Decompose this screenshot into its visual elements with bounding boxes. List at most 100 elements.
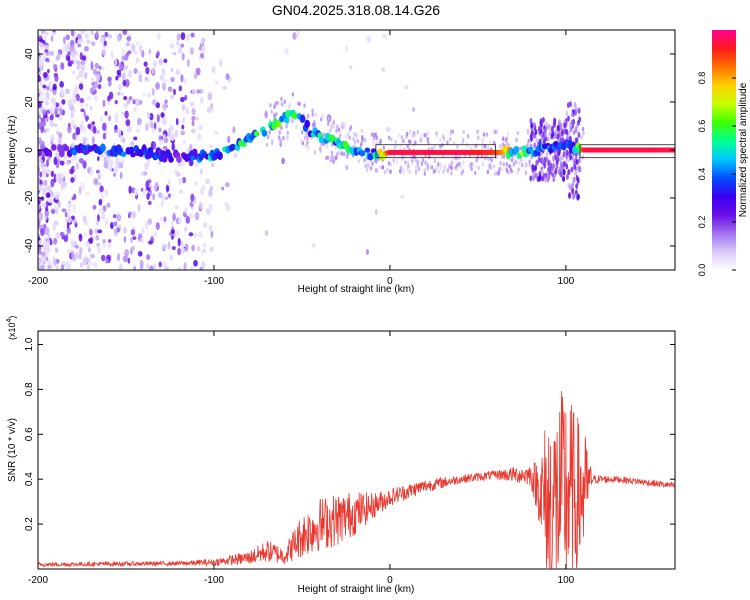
noise-speckle: [98, 65, 102, 70]
noise-speckle: [141, 227, 145, 235]
noise-speckle: [266, 134, 270, 140]
noise-speckle: [81, 126, 86, 133]
noise-speckle: [127, 72, 132, 78]
noise-speckle: [372, 138, 376, 147]
noise-speckle: [81, 136, 85, 143]
noise-speckle: [572, 130, 576, 135]
noise-speckle: [161, 193, 166, 202]
noise-speckle: [286, 135, 289, 140]
noise-speckle: [486, 169, 490, 175]
noise-speckle: [225, 203, 231, 212]
noise-speckle: [114, 99, 118, 105]
noise-speckle: [140, 237, 144, 244]
noise-speckle: [176, 33, 181, 41]
noise-speckle: [481, 138, 484, 143]
noise-speckle: [136, 117, 142, 126]
noise-speckle: [50, 208, 56, 214]
noise-speckle: [171, 246, 176, 250]
noise-speckle: [133, 136, 138, 141]
noise-speckle: [210, 107, 214, 113]
noise-speckle: [307, 145, 310, 151]
burst-speckle: [566, 102, 570, 109]
noise-speckle: [405, 134, 408, 139]
noise-speckle: [78, 157, 84, 164]
noise-speckle: [50, 170, 55, 177]
noise-speckle: [151, 127, 156, 134]
y-tick-label: 1.0: [24, 337, 35, 351]
noise-speckle: [446, 140, 449, 145]
noise-speckle: [162, 102, 168, 111]
burst-speckle: [571, 187, 575, 194]
noise-speckle: [160, 112, 165, 118]
noise-speckle: [493, 171, 496, 177]
noise-speckle: [127, 50, 132, 55]
x-tick-label: -100: [204, 276, 224, 287]
noise-speckle: [183, 77, 188, 85]
noise-speckle: [45, 173, 49, 178]
noise-speckle: [195, 116, 199, 121]
noise-speckle: [107, 242, 112, 249]
noise-speckle: [184, 207, 188, 215]
noise-speckle: [169, 43, 175, 49]
noise-speckle: [97, 229, 103, 234]
noise-speckle: [109, 158, 114, 167]
x-tick-label: 100: [558, 276, 575, 287]
noise-speckle: [116, 227, 120, 233]
noise-speckle: [158, 127, 162, 133]
noise-speckle: [211, 162, 215, 168]
noise-speckle: [200, 261, 206, 270]
noise-speckle: [89, 87, 95, 94]
noise-speckle: [442, 134, 445, 139]
noise-speckle: [178, 85, 183, 92]
noise-speckle: [373, 132, 376, 138]
noise-speckle: [205, 207, 211, 216]
noise-speckle: [40, 196, 45, 201]
burst-speckle: [567, 115, 570, 122]
noise-speckle: [81, 30, 87, 35]
noise-speckle: [81, 119, 84, 126]
noise-speckle: [67, 216, 72, 224]
noise-speckle: [161, 74, 165, 80]
noise-speckle: [122, 255, 128, 263]
noise-speckle: [156, 114, 160, 123]
noise-speckle: [181, 124, 185, 130]
noise-speckle: [40, 227, 45, 237]
noise-speckle: [186, 33, 190, 42]
noise-speckle: [124, 79, 130, 88]
noise-speckle: [413, 154, 416, 159]
noise-speckle: [61, 234, 65, 240]
noise-speckle: [89, 237, 94, 244]
noise-speckle: [390, 137, 393, 142]
noise-speckle: [327, 121, 330, 127]
noise-speckle: [54, 247, 59, 254]
noise-speckle: [142, 187, 147, 196]
noise-speckle: [207, 92, 213, 101]
noise-speckle: [264, 110, 268, 119]
noise-speckle: [163, 58, 168, 64]
noise-speckle: [164, 99, 168, 105]
noise-speckle: [82, 64, 86, 72]
noise-speckle: [97, 214, 100, 222]
noise-speckle: [180, 74, 184, 83]
burst-speckle: [545, 157, 549, 164]
noise-speckle: [420, 161, 424, 167]
noise-speckle: [184, 243, 189, 252]
noise-speckle: [327, 116, 331, 121]
y-tick-label: 0.8: [24, 382, 35, 396]
noise-speckle: [417, 166, 421, 172]
noise-speckle: [162, 145, 168, 150]
noise-speckle: [157, 32, 161, 41]
noise-speckle: [123, 226, 127, 234]
noise-speckle: [387, 161, 391, 166]
noise-speckle: [90, 61, 94, 71]
noise-speckle: [514, 160, 518, 165]
noise-speckle: [426, 136, 430, 142]
noise-speckle: [495, 171, 499, 176]
noise-speckle: [428, 154, 431, 160]
noise-speckle: [45, 168, 50, 174]
noise-speckle: [180, 242, 185, 247]
noise-speckle: [349, 125, 353, 130]
noise-speckle: [198, 201, 203, 210]
noise-speckle: [507, 170, 510, 175]
